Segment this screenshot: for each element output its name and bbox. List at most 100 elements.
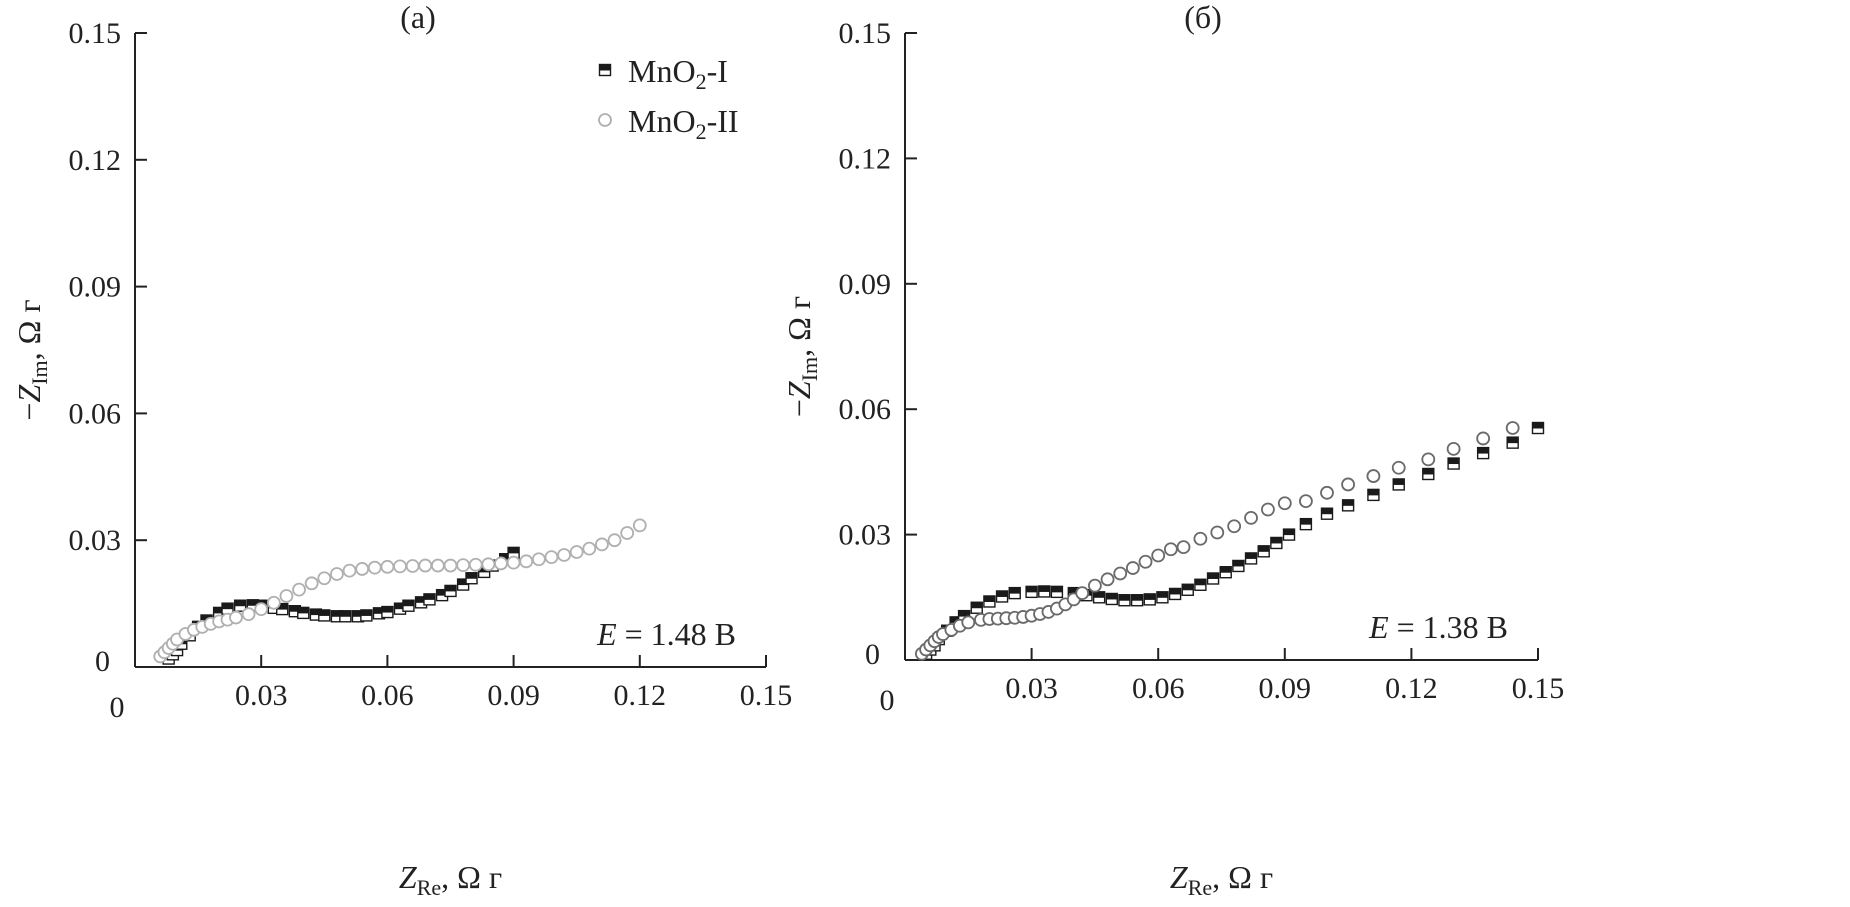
data-point bbox=[304, 576, 319, 591]
legend-label-sub: 2 bbox=[696, 119, 707, 144]
data-point bbox=[318, 609, 331, 622]
data-point bbox=[1075, 586, 1090, 601]
square-marker-fill bbox=[1026, 586, 1038, 593]
square-marker-fill bbox=[394, 603, 406, 610]
square-marker-fill bbox=[1422, 468, 1434, 475]
square-marker-fill bbox=[958, 610, 970, 617]
data-point bbox=[582, 541, 597, 556]
data-point bbox=[1320, 507, 1334, 520]
square-marker-fill bbox=[222, 603, 234, 610]
square-marker-fill bbox=[445, 585, 456, 592]
data-point bbox=[1088, 578, 1102, 593]
data-point bbox=[531, 552, 546, 567]
data-point bbox=[1244, 552, 1258, 565]
square-marker-fill bbox=[1051, 586, 1063, 593]
data-point bbox=[1092, 591, 1106, 604]
y-tick-label: 0.06 bbox=[839, 393, 892, 426]
data-point bbox=[1232, 559, 1245, 573]
x-label-symbol: Z bbox=[1170, 859, 1189, 895]
data-point bbox=[297, 606, 310, 620]
y-tick-label: 0.09 bbox=[839, 268, 892, 301]
data-point bbox=[317, 571, 332, 586]
x-label-subscript: Re bbox=[1188, 875, 1212, 900]
data-point bbox=[1391, 460, 1406, 475]
data-point bbox=[1130, 594, 1144, 607]
y-tick-label: 0.15 bbox=[839, 17, 892, 50]
y-label-subscript: Im bbox=[797, 357, 822, 381]
data-point bbox=[381, 605, 394, 619]
data-point bbox=[1113, 566, 1128, 581]
y-tick-label: 0 bbox=[865, 638, 880, 671]
square-marker-fill bbox=[1106, 593, 1118, 600]
legend-label-sub: 2 bbox=[696, 69, 707, 94]
data-point bbox=[468, 557, 483, 572]
data-point bbox=[620, 526, 635, 540]
data-point bbox=[1341, 499, 1355, 512]
data-point bbox=[1181, 583, 1194, 596]
panel-a-title: (a) bbox=[400, 0, 436, 35]
data-point bbox=[1392, 478, 1405, 491]
data-point bbox=[1050, 585, 1064, 599]
square-marker-fill bbox=[234, 600, 246, 607]
y-tick-label: 0.12 bbox=[839, 142, 892, 175]
square-marker-fill bbox=[1245, 552, 1257, 559]
data-point bbox=[241, 607, 256, 622]
square-marker-fill bbox=[599, 64, 611, 71]
data-point bbox=[1476, 431, 1491, 446]
square-marker-fill bbox=[1321, 508, 1333, 515]
square-marker-fill bbox=[983, 595, 995, 602]
x-tick-label: 0.12 bbox=[614, 679, 667, 712]
square-marker-fill bbox=[1038, 585, 1050, 592]
data-point bbox=[1447, 457, 1460, 470]
data-point bbox=[233, 599, 247, 612]
annotation-text: = 1.38 В bbox=[1389, 609, 1508, 645]
square-marker-fill bbox=[508, 547, 520, 554]
data-point bbox=[1151, 548, 1166, 563]
square-marker-fill bbox=[1532, 422, 1544, 429]
annotation-text: = 1.48 В bbox=[617, 616, 736, 652]
square-marker-fill bbox=[1342, 499, 1354, 506]
data-point bbox=[1025, 585, 1038, 599]
x-tick-label: 0.15 bbox=[1512, 672, 1565, 705]
data-point bbox=[1138, 554, 1153, 569]
annotation-symbol: E bbox=[596, 616, 617, 652]
data-point bbox=[1100, 572, 1115, 587]
square-marker-fill bbox=[1300, 518, 1312, 525]
legend-label-main: MnO bbox=[628, 53, 696, 89]
square-marker-fill bbox=[1009, 587, 1021, 594]
square-marker-fill bbox=[423, 593, 435, 600]
legend-label-mno2-i: MnO2-I bbox=[628, 53, 728, 94]
square-marker-fill bbox=[247, 599, 259, 606]
square-marker-fill bbox=[1393, 478, 1405, 485]
square-marker-fill bbox=[415, 596, 427, 603]
data-point bbox=[1227, 519, 1242, 534]
x-tick-label: 0.12 bbox=[1385, 672, 1438, 705]
square-marker-fill bbox=[352, 610, 364, 617]
y-tick-label: 0.03 bbox=[839, 519, 892, 552]
data-point bbox=[607, 533, 622, 548]
data-point bbox=[1277, 496, 1292, 511]
square-marker-fill bbox=[1270, 537, 1282, 544]
data-point bbox=[1105, 592, 1118, 606]
square-marker-fill bbox=[971, 602, 983, 609]
data-point bbox=[292, 582, 306, 597]
data-point bbox=[481, 557, 496, 572]
y-label-unit: , Ω г bbox=[11, 299, 47, 360]
data-point bbox=[279, 589, 294, 603]
y-label-symbol: Z bbox=[781, 380, 817, 399]
square-marker-fill bbox=[1144, 593, 1156, 600]
data-point bbox=[1505, 421, 1520, 435]
data-point bbox=[1163, 542, 1178, 557]
data-point bbox=[465, 572, 478, 585]
data-point bbox=[1421, 452, 1436, 467]
data-point bbox=[393, 559, 407, 574]
data-point bbox=[519, 554, 534, 569]
legend-marker-mno2-i bbox=[598, 63, 612, 77]
square-marker-fill bbox=[318, 609, 330, 616]
square-marker-fill bbox=[466, 572, 478, 579]
data-point bbox=[1219, 566, 1232, 579]
y-tick-label: 0.09 bbox=[69, 271, 122, 304]
series-mno2-ii bbox=[914, 421, 1520, 661]
data-point bbox=[1118, 594, 1131, 607]
square-marker-fill bbox=[1367, 489, 1379, 496]
